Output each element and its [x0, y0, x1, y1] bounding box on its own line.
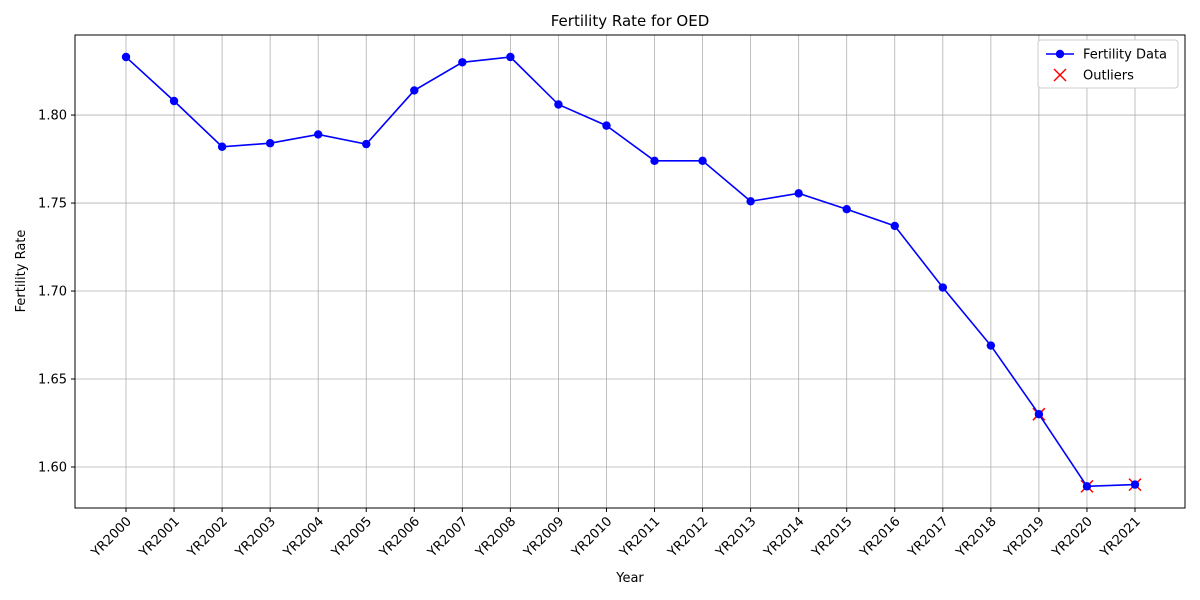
legend-box — [1037, 39, 1179, 89]
data-point — [1082, 482, 1092, 491]
legend-marker — [1053, 68, 1067, 82]
data-point — [890, 221, 899, 231]
data-point — [938, 283, 948, 292]
x-tick-label: YR2021 — [1097, 514, 1144, 561]
data-point — [313, 130, 323, 139]
data-point — [698, 156, 707, 166]
data-point — [842, 205, 851, 214]
x-tick-label: YR2014 — [761, 514, 808, 561]
x-axis-label: Year — [615, 571, 644, 586]
data-point — [362, 139, 371, 149]
y-tick-label: 1.80 — [38, 109, 67, 124]
data-point — [121, 52, 131, 62]
data-point — [1034, 410, 1044, 419]
x-tick-label: YR2012 — [665, 514, 712, 561]
data-point — [506, 52, 515, 62]
x-tick-label: YR2007 — [424, 514, 471, 561]
data-point — [986, 341, 996, 350]
x-tick-label: YR2003 — [232, 514, 279, 561]
legend-label: Outliers — [1083, 69, 1134, 84]
plot-frame — [74, 34, 1186, 509]
x-tick-label: YR2000 — [88, 514, 135, 561]
data-point — [794, 189, 803, 198]
legend-marker — [1055, 49, 1065, 59]
y-tick-label: 1.70 — [38, 285, 67, 300]
data-point — [650, 156, 659, 166]
x-tick-label: YR2006 — [376, 514, 423, 561]
x-tick-label: YR2020 — [1049, 514, 1096, 561]
x-tick-label: YR2009 — [521, 514, 568, 561]
data-point — [217, 142, 227, 151]
legend-label: Fertility Data — [1083, 48, 1167, 63]
y-tick-label: 1.75 — [38, 197, 67, 212]
x-tick-label: YR2017 — [905, 514, 952, 561]
x-tick-label: YR2015 — [809, 514, 856, 561]
x-tick-label: YR2011 — [617, 514, 664, 561]
data-point — [458, 58, 467, 67]
data-point — [410, 86, 419, 95]
x-tick-label: YR2004 — [280, 514, 327, 561]
data-point — [746, 197, 755, 206]
x-tick-label: YR2010 — [569, 514, 616, 561]
x-tick-label: YR2008 — [472, 514, 519, 561]
data-point — [265, 139, 275, 148]
data-point — [602, 121, 611, 130]
x-tick-label: YR2002 — [184, 514, 231, 561]
data-point — [554, 100, 563, 109]
x-tick-label: YR2016 — [857, 514, 904, 561]
data-point — [169, 96, 179, 106]
y-tick-label: 1.60 — [38, 460, 67, 475]
x-tick-label: YR2001 — [136, 514, 183, 561]
x-tick-label: YR2019 — [1001, 514, 1048, 561]
y-tick-label: 1.65 — [38, 373, 67, 388]
data-point — [1130, 480, 1140, 489]
data-line — [125, 56, 1136, 488]
x-tick-label: YR2005 — [328, 514, 375, 561]
chart-title: Fertility Rate for OED — [551, 12, 710, 30]
x-tick-label: YR2013 — [713, 514, 760, 561]
y-axis-label: Fertility Rate — [14, 230, 29, 313]
x-tick-label: YR2018 — [953, 514, 1000, 561]
